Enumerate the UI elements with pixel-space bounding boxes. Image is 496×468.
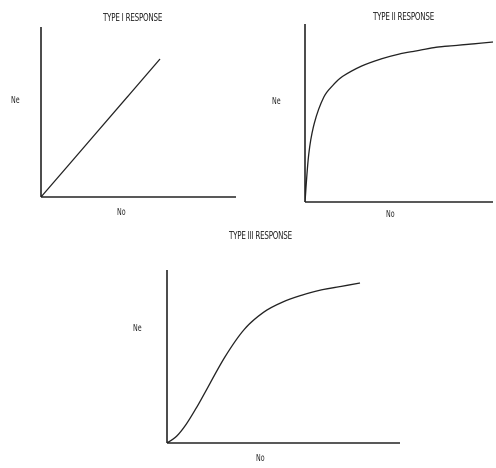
x-axis-label: No: [117, 207, 126, 218]
x-axis-label: No: [256, 453, 265, 464]
y-axis-label: Ne: [272, 96, 281, 107]
series-line: [304, 41, 494, 203]
chart-title: TYPE III RESPONSE: [229, 229, 292, 242]
x-axis-label: No: [386, 209, 395, 220]
series-line: [40, 58, 161, 198]
chart-title: TYPE I RESPONSE: [103, 11, 163, 24]
series-line: [166, 282, 361, 444]
chart-title: TYPE II RESPONSE: [373, 10, 435, 23]
y-axis-label: Ne: [133, 323, 142, 334]
y-axis-label: Ne: [11, 95, 20, 106]
